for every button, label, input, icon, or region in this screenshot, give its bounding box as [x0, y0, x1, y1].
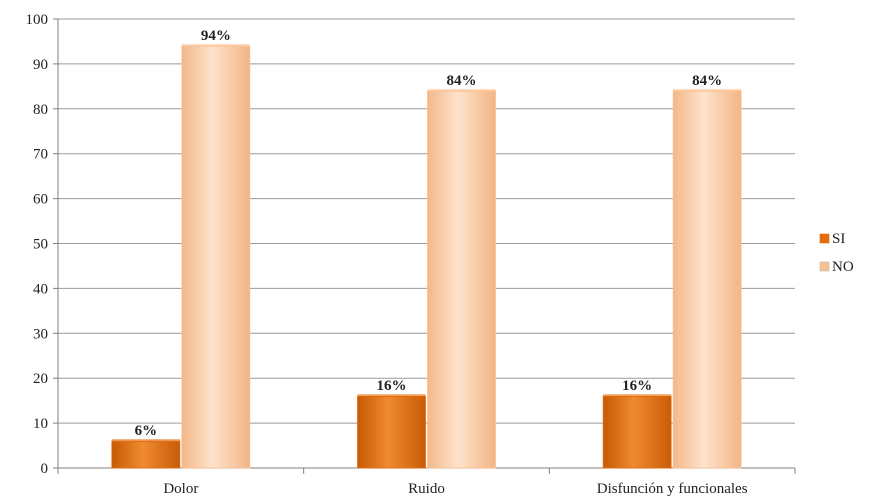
category-label: Disfunción y funcionales: [597, 481, 748, 497]
bar-top-si-2: [603, 394, 672, 398]
y-tick-label: 10: [33, 416, 48, 432]
bar-top-no-1: [427, 88, 496, 92]
y-tick-label: 0: [41, 461, 49, 477]
data-label-no-2: 84%: [692, 73, 722, 89]
legend-label-no: NO: [832, 259, 854, 275]
bars: [111, 43, 742, 469]
data-label-no-0: 94%: [201, 28, 231, 44]
y-tick-label: 100: [26, 12, 49, 28]
data-labels: 6% 94% 16% 84% 16% 84%: [135, 28, 723, 439]
legend: SI NO: [819, 231, 854, 275]
bar-top-no-0: [181, 43, 250, 47]
legend-swatch-no: [819, 261, 830, 272]
data-label-si-2: 16%: [622, 378, 652, 394]
y-tick-label: 90: [33, 57, 48, 73]
bar-no-1: [427, 90, 496, 469]
gridlines: [58, 18, 795, 469]
category-label: Ruido: [408, 481, 445, 497]
y-tick-label: 30: [33, 326, 48, 342]
bar-si-1: [357, 395, 426, 469]
y-tick-label: 60: [33, 192, 48, 208]
y-tick-label: 40: [33, 281, 48, 297]
bar-top-si-0: [111, 439, 180, 443]
y-axis-ticks: 0 10 20 30 40 50 60 70 80 90 100: [26, 12, 796, 477]
legend-swatch-si: [819, 233, 830, 244]
bar-no-2: [672, 90, 742, 469]
bar-top-si-1: [357, 394, 426, 398]
data-label-si-1: 16%: [377, 378, 407, 394]
category-label: Dolor: [163, 481, 198, 497]
x-axis-categories: Dolor Ruido Disfunción y funcionales: [163, 481, 747, 497]
bar-si-0: [111, 440, 181, 469]
y-tick-label: 70: [33, 147, 48, 163]
y-tick-label: 20: [33, 371, 48, 387]
bar-top-no-2: [673, 88, 742, 92]
data-label-no-1: 84%: [447, 73, 477, 89]
legend-label-si: SI: [832, 231, 845, 247]
bar-no-0: [181, 45, 251, 469]
y-tick-label: 50: [33, 237, 48, 253]
bar-si-2: [602, 395, 672, 469]
y-tick-label: 80: [33, 102, 48, 118]
data-label-si-0: 6%: [135, 423, 158, 439]
